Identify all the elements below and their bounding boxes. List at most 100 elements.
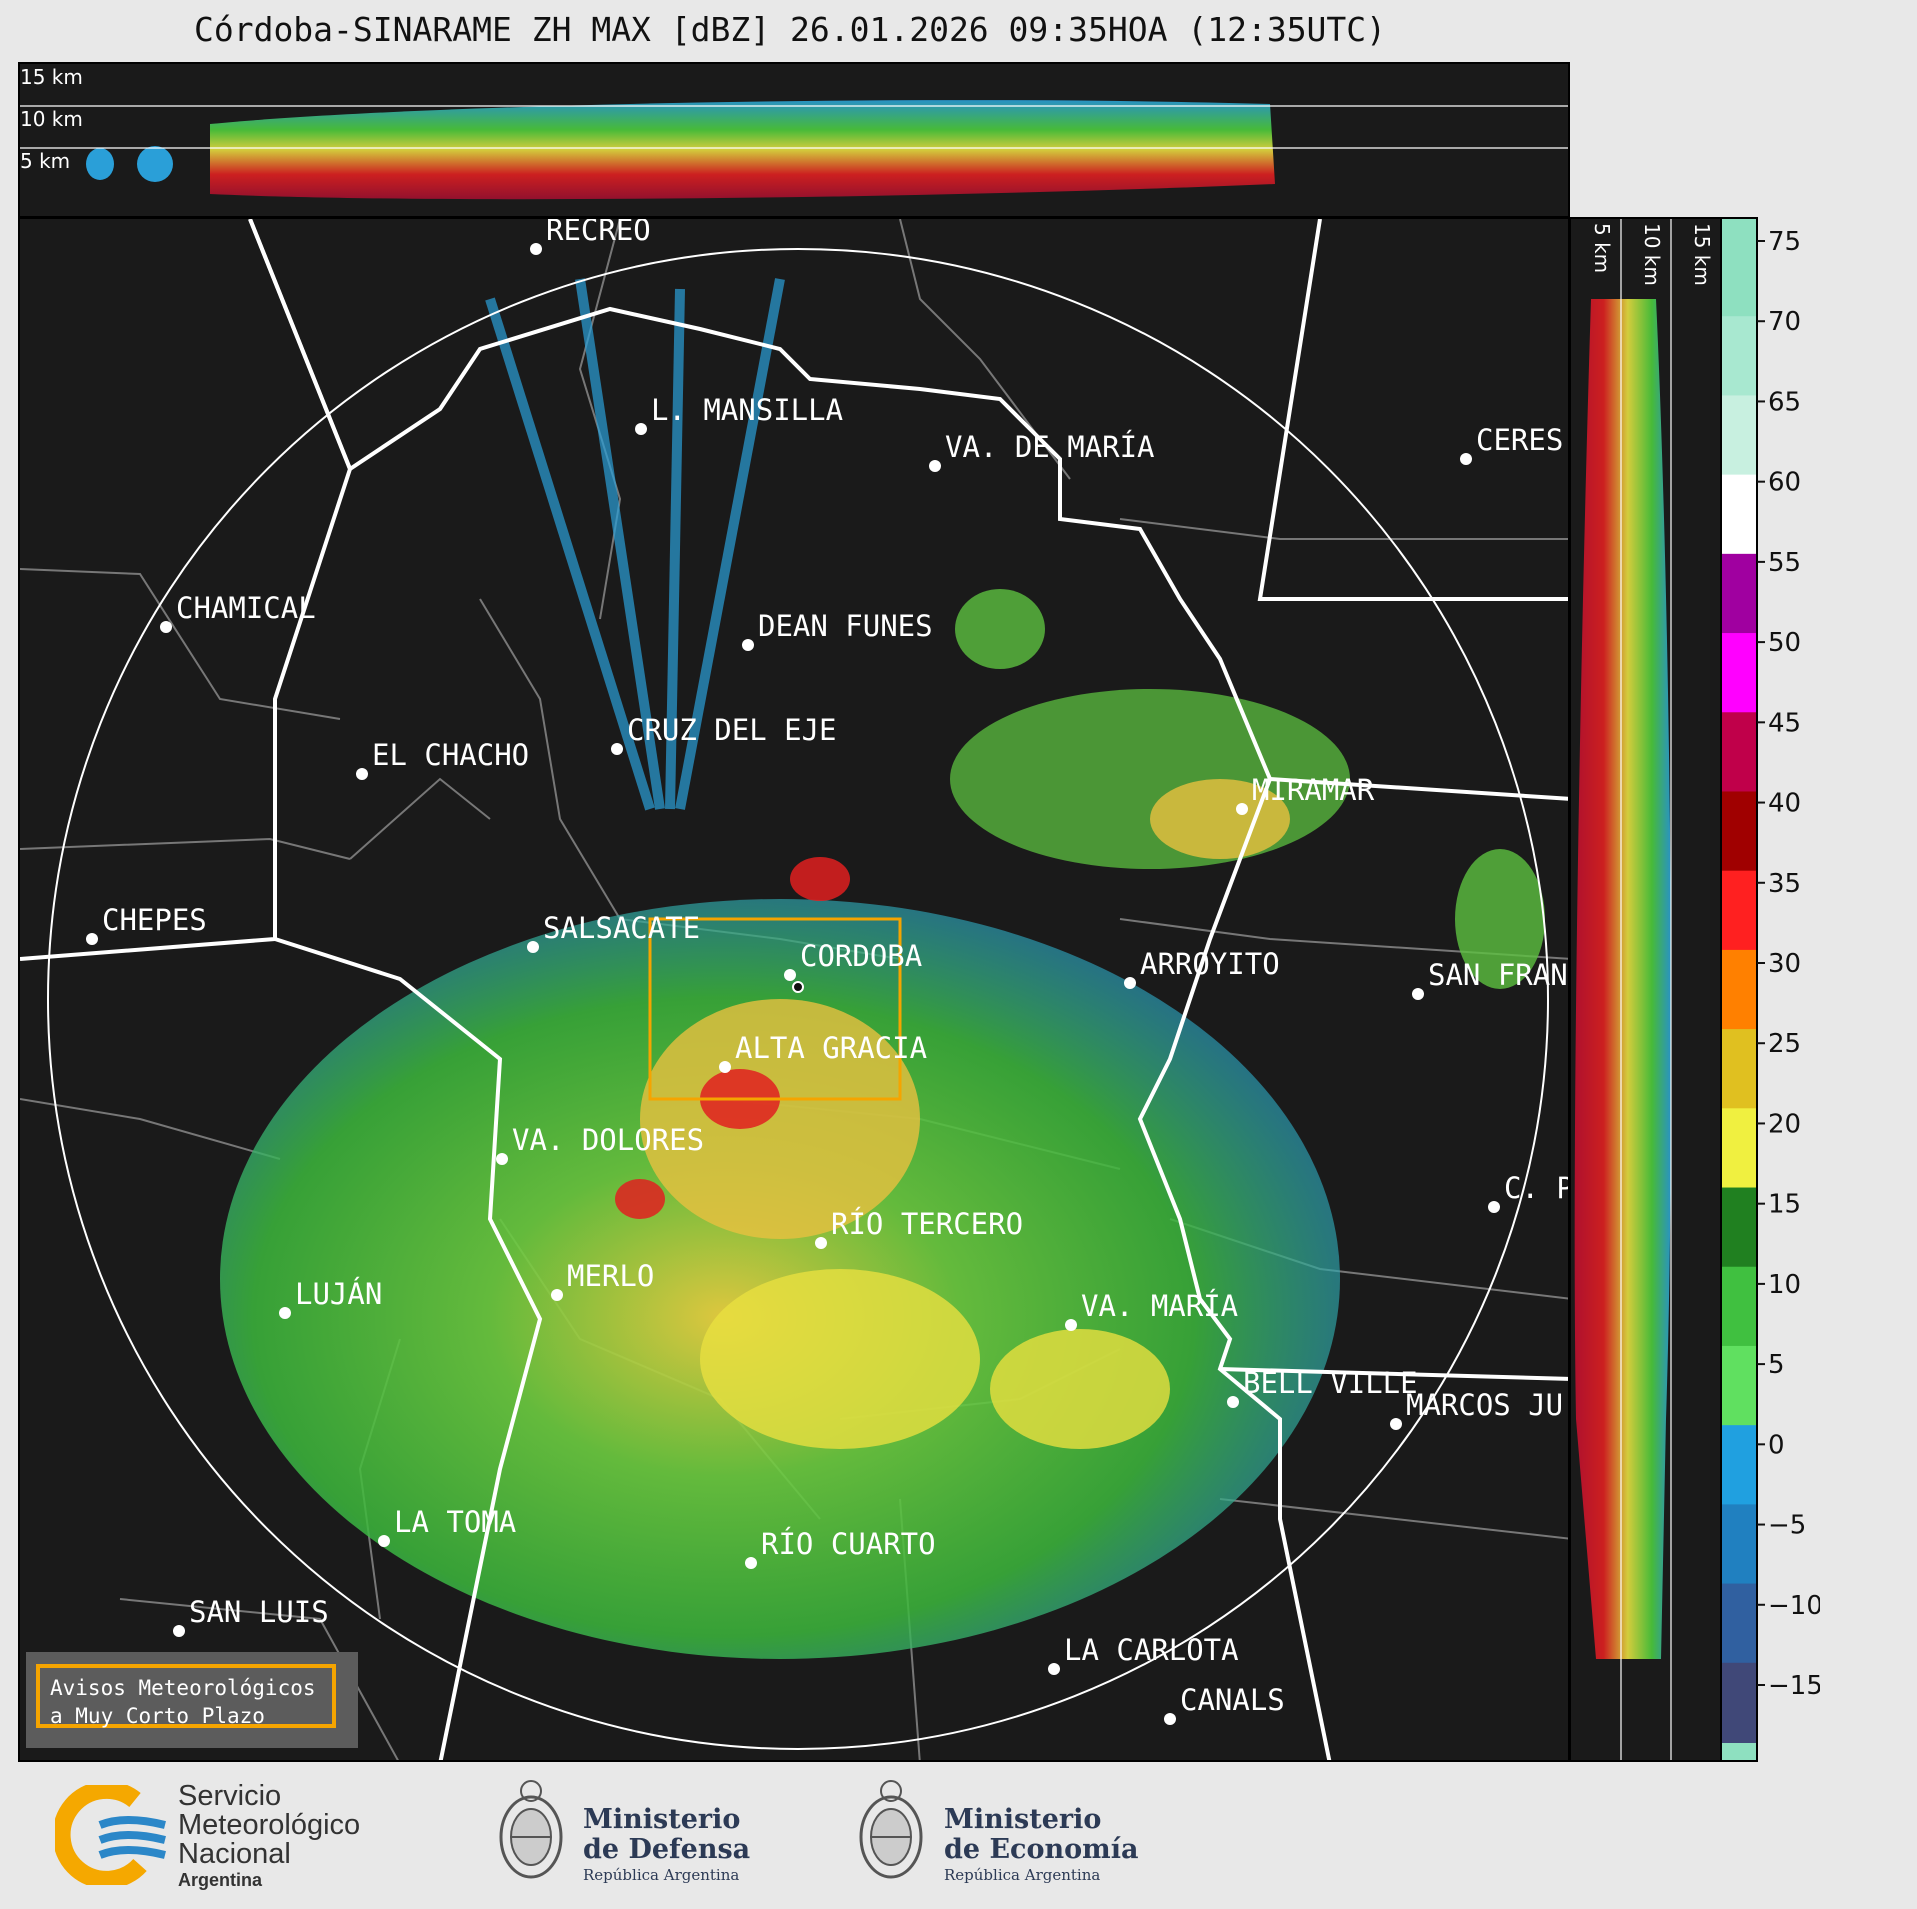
side-5km-label: 5 km	[1590, 223, 1614, 273]
colorbar-swatch	[1721, 1187, 1757, 1268]
colorbar-swatch	[1721, 633, 1757, 714]
colorbar-swatch	[1721, 1108, 1757, 1189]
city-markers	[86, 243, 1500, 1725]
radar-range-ring	[47, 248, 1549, 1750]
side-15km-label: 15 km	[1690, 223, 1714, 286]
city-label-san-fran: SAN FRAN	[1428, 958, 1568, 992]
map-title: Córdoba-SINARAME ZH MAX [dBZ] 26.01.2026…	[193, 10, 1387, 49]
colorbar-swatch	[1721, 553, 1757, 635]
smn-logo-icon	[55, 1785, 166, 1885]
colorbar-swatch	[1721, 395, 1757, 476]
echo-cluster-e	[1455, 849, 1545, 989]
top-profile-svg: 15 km 10 km 5 km	[20, 65, 1568, 200]
colorbar-tick-label: 45	[1768, 708, 1801, 738]
city-label-san-luis: SAN LUIS	[189, 1595, 329, 1629]
side-10km-label: 10 km	[1640, 223, 1664, 286]
city-label-va-dolores: VA. DOLORES	[512, 1123, 704, 1157]
colorbar-tick-label: 5	[1768, 1350, 1785, 1380]
economia-name: Ministerio de Economía República Argenti…	[944, 1804, 1139, 1885]
province-borders	[20, 219, 1568, 1760]
colorbar-tick-label: −5	[1768, 1511, 1806, 1541]
colorbar-tick-label: 40	[1768, 789, 1801, 819]
echo-core	[640, 999, 920, 1239]
radar-map-svg: RECREO L. MANSILLA VA. DE MARÍA CERES CH…	[20, 219, 1570, 1760]
echo-cluster-ne	[1150, 779, 1290, 859]
radar-map[interactable]: RECREO L. MANSILLA VA. DE MARÍA CERES CH…	[18, 217, 1570, 1762]
colorbar-swatch	[1721, 237, 1757, 318]
side-height-profile: 5 km 10 km 15 km	[1569, 217, 1722, 1762]
warning-area-box[interactable]	[648, 917, 902, 1101]
colorbar-tick-label: 30	[1768, 949, 1801, 979]
city-label-l-mansilla: L. MANSILLA	[651, 393, 843, 427]
echo-cell	[615, 1179, 665, 1219]
city-label-lujan: LUJÁN	[295, 1277, 382, 1311]
colorbar-swatch	[1721, 1662, 1757, 1743]
colorbar-frame	[1720, 217, 1758, 1762]
smn-name: Servicio Meteorológico Nacional Argentin…	[178, 1780, 361, 1891]
city-label-cruz-del-eje: CRUZ DEL EJE	[627, 713, 837, 747]
city-label-la-carlota: LA CARLOTA	[1064, 1633, 1239, 1667]
city-label-alta-gracia: ALTA GRACIA	[735, 1031, 927, 1065]
side-profile-svg: 5 km 10 km 15 km	[1574, 219, 1714, 1760]
echo-core	[700, 1269, 980, 1449]
city-label-canals: CANALS	[1180, 1683, 1285, 1717]
city-label-arroyito: ARROYITO	[1140, 947, 1280, 981]
city-label-la-toma: LA TOMA	[394, 1505, 516, 1539]
colorbar-swatch	[1721, 949, 1757, 1031]
city-label-salsacate: SALSACATE	[543, 911, 700, 945]
colorbar-tick-label: 50	[1768, 628, 1801, 658]
colorbar-tick-label: 55	[1768, 548, 1801, 578]
radar-site-marker	[792, 981, 804, 993]
top-15km-label: 15 km	[20, 65, 83, 89]
city-label-merlo: MERLO	[567, 1259, 654, 1293]
economia-seal-icon	[859, 1780, 923, 1879]
city-label-cordoba: CORDOBA	[800, 939, 922, 973]
colorbar-tick-label: 65	[1768, 387, 1801, 417]
defensa-seal-icon	[499, 1780, 563, 1879]
colorbar-swatch	[1721, 316, 1757, 397]
city-label-miramar: MIRAMAR	[1252, 773, 1375, 807]
echo-cell	[790, 857, 850, 901]
city-label-chepes: CHEPES	[102, 903, 207, 937]
colorbar-swatch	[1721, 1266, 1757, 1347]
city-label-va-de-maria: VA. DE MARÍA	[945, 430, 1155, 464]
colorbar-tick-label: 10	[1768, 1270, 1801, 1300]
colorbar-tick-label: 70	[1768, 307, 1801, 337]
top-echo-band	[210, 100, 1275, 200]
city-label-va-maria: VA. MARÍA	[1081, 1289, 1238, 1323]
colorbar-tick-label: 20	[1768, 1109, 1801, 1139]
colorbar-swatch	[1721, 1583, 1757, 1664]
echo-core	[990, 1329, 1170, 1449]
colorbar-tick-label: 15	[1768, 1190, 1801, 1220]
top-5km-label: 5 km	[20, 149, 70, 173]
city-label-bell-ville: BELL VILLE	[1243, 1366, 1418, 1400]
top-echo-blob	[137, 146, 173, 182]
colorbar-swatch	[1721, 1345, 1757, 1427]
colorbar-tick-label: 75	[1768, 227, 1801, 257]
aviso-box[interactable]: Avisos Meteorológicos a Muy Corto Plazo	[26, 1652, 358, 1748]
colorbar-swatch	[1721, 1029, 1757, 1110]
radar-rays	[485, 278, 785, 811]
defensa-name: Ministerio de Defensa República Argentin…	[583, 1804, 751, 1885]
city-label-recreo: RECREO	[546, 219, 651, 247]
colorbar-swatch	[1721, 791, 1757, 872]
top-echo-blob	[86, 148, 114, 180]
city-label-c-p: C. P	[1504, 1171, 1570, 1205]
echo-cluster-n	[955, 589, 1045, 669]
colorbar-swatch	[1721, 712, 1757, 793]
city-label-ceres: CERES	[1476, 423, 1563, 457]
colorbar-tick-label: −10	[1768, 1591, 1820, 1621]
city-label-el-chacho: EL CHACHO	[372, 738, 529, 772]
aviso-line2: a Muy Corto Plazo	[50, 1704, 265, 1728]
colorbar-swatch	[1721, 1425, 1757, 1506]
colorbar-swatch	[1721, 870, 1757, 951]
colorbar-swatch	[1721, 474, 1757, 555]
aviso-line1: Avisos Meteorológicos	[50, 1676, 316, 1700]
colorbar-swatches	[1721, 218, 1757, 1761]
colorbar-tick-label: −15	[1768, 1671, 1820, 1701]
top-height-profile: 15 km 10 km 5 km	[18, 62, 1570, 218]
aviso-inner-frame[interactable]: Avisos Meteorológicos a Muy Corto Plazo	[36, 1664, 336, 1728]
colorbar-tick-label: 60	[1768, 468, 1801, 498]
